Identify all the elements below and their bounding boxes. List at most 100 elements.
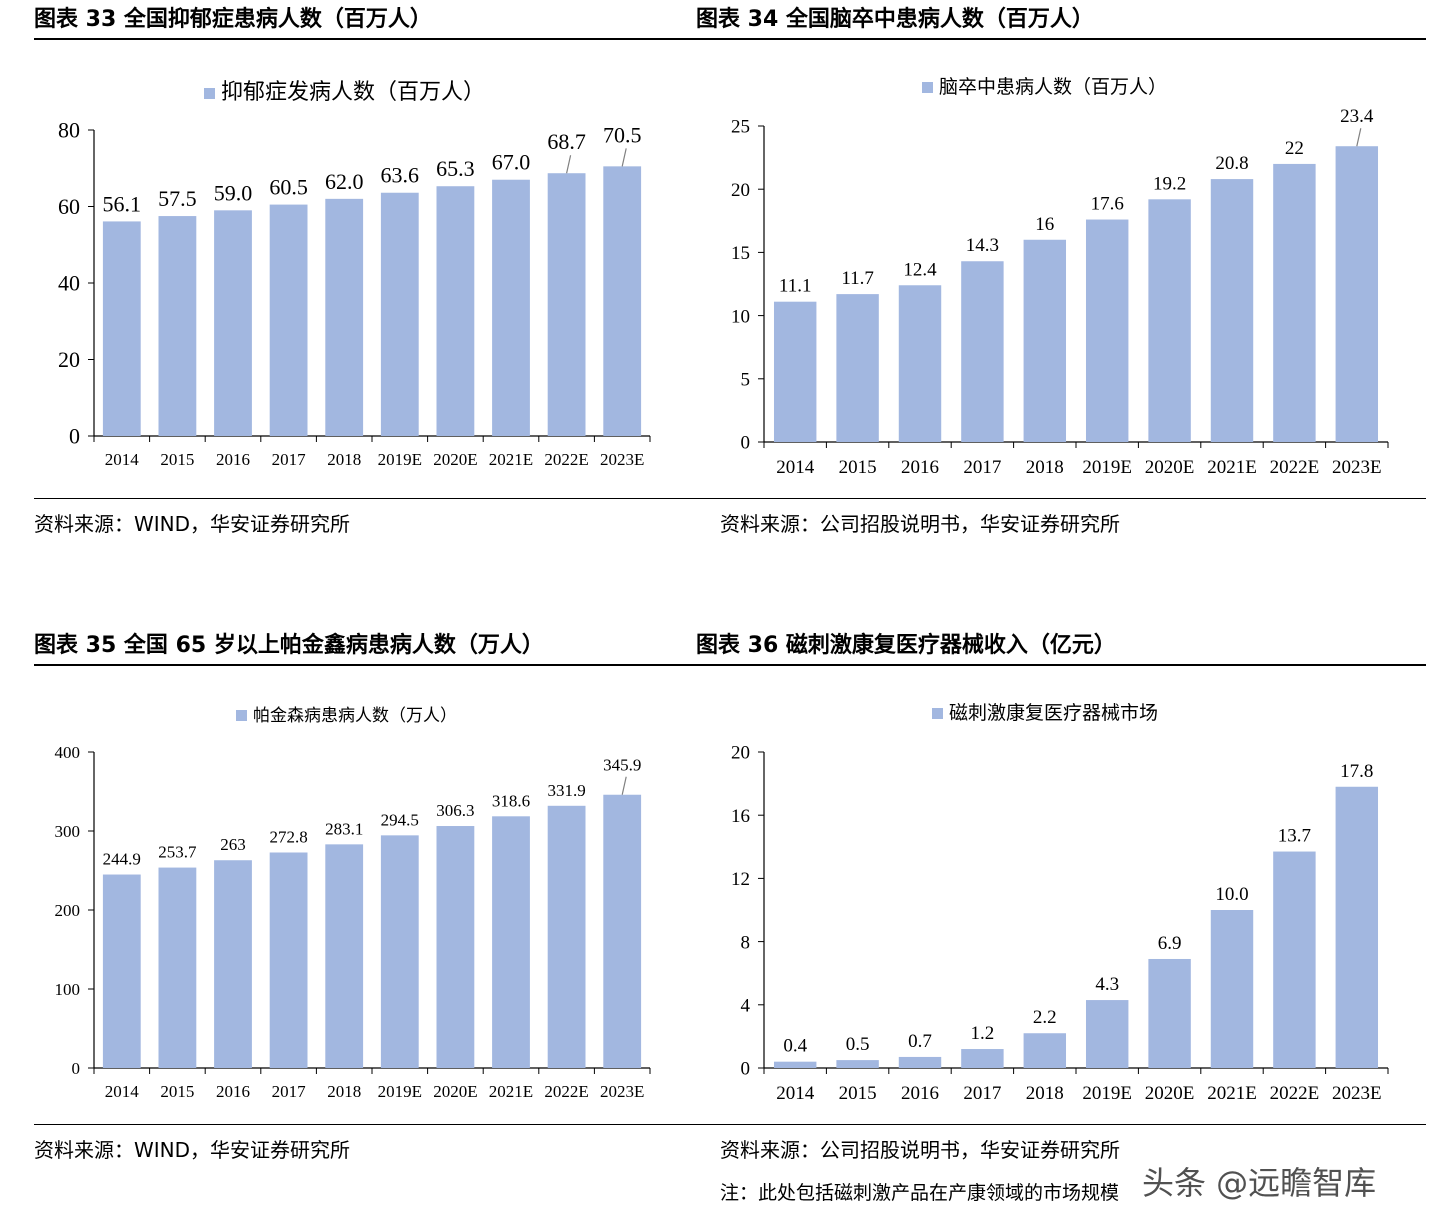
bar — [1023, 1033, 1067, 1068]
bar — [325, 198, 364, 436]
bar — [380, 192, 419, 436]
data-label: 23.4 — [1340, 106, 1374, 127]
data-label: 56.1 — [103, 191, 142, 216]
divider — [34, 498, 726, 499]
bar — [773, 1061, 817, 1068]
data-label: 272.8 — [269, 827, 307, 846]
x-tick-label: 2017 — [272, 1082, 307, 1101]
y-tick-label: 20 — [731, 743, 750, 764]
y-tick-label: 40 — [58, 271, 80, 296]
x-tick-label: 2016 — [216, 450, 250, 469]
source-note: 资料来源：WIND，华安证券研究所 — [34, 1138, 351, 1162]
bar — [836, 294, 879, 442]
bar — [102, 874, 141, 1068]
x-tick-label: 2021E — [489, 450, 533, 469]
y-tick-label: 0 — [72, 1059, 81, 1078]
bar — [158, 216, 197, 436]
x-tick-label: 2018 — [1026, 1083, 1064, 1104]
x-tick-label: 2014 — [776, 457, 815, 478]
data-label: 60.5 — [269, 175, 308, 200]
x-tick-label: 2014 — [105, 1082, 140, 1101]
bar — [158, 867, 197, 1068]
data-label: 17.6 — [1091, 194, 1124, 215]
y-tick-label: 20 — [58, 347, 80, 372]
x-tick-label: 2020E — [433, 450, 477, 469]
data-label: 11.1 — [779, 276, 812, 297]
x-tick-label: 2020E — [433, 1082, 477, 1101]
y-tick-label: 0 — [741, 1059, 751, 1080]
y-tick-label: 300 — [55, 822, 81, 841]
bar — [1273, 163, 1316, 443]
data-label: 14.3 — [966, 235, 999, 256]
x-tick-label: 2023E — [600, 1082, 644, 1101]
divider — [696, 498, 1426, 499]
data-label: 65.3 — [436, 156, 475, 181]
x-tick-label: 2014 — [776, 1083, 815, 1104]
y-tick-label: 20 — [731, 180, 750, 201]
x-tick-label: 2017 — [963, 457, 1001, 478]
bar-chart-svg: 磁刺激康复医疗器械市场 0 4 8 12 16 20 0.4 2014 0.5 2015 0.7 201… — [731, 702, 1389, 1104]
x-tick-label: 2023E — [1332, 457, 1382, 478]
chart-panel-depression: 图表 33 全国抑郁症患病人数（百万人） 抑郁症发病人数（百万人） 0 20 40 60… — [34, 0, 726, 536]
legend-label: 磁刺激康复医疗器械市场 — [949, 702, 1158, 724]
data-label: 67.0 — [492, 150, 531, 175]
chart-panel-magnetic-stimulation: 图表 36 磁刺激康复医疗器械收入（亿元） 磁刺激康复医疗器械市场 0 4 8 12 16… — [696, 626, 1426, 1162]
x-tick-label: 2015 — [160, 450, 194, 469]
y-tick-label: 15 — [731, 243, 750, 264]
data-label: 0.7 — [908, 1031, 932, 1052]
bar — [961, 1049, 1004, 1068]
bar — [547, 805, 586, 1068]
data-label: 345.9 — [603, 756, 641, 775]
y-tick-label: 10 — [731, 306, 750, 327]
divider — [696, 1124, 1426, 1125]
bar — [325, 844, 364, 1068]
source-note: 资料来源：公司招股说明书，华安证券研究所 — [720, 1138, 1120, 1162]
bar — [1335, 146, 1379, 442]
x-tick-label: 2022E — [544, 1082, 588, 1101]
data-label: 63.6 — [381, 163, 420, 188]
legend-swatch — [922, 82, 933, 93]
x-tick-label: 2021E — [1207, 1083, 1257, 1104]
x-tick-label: 2018 — [327, 1082, 361, 1101]
bar — [214, 210, 252, 436]
bar-chart-svg: 帕金森病患病人数（万人） 0 100 200 300 400 244.9 2014 253.7 2… — [55, 706, 651, 1101]
bar — [1148, 958, 1191, 1068]
x-tick-label: 2022E — [1270, 457, 1320, 478]
bar — [1023, 239, 1067, 442]
x-tick-label: 2015 — [160, 1082, 194, 1101]
data-label: 263 — [220, 835, 246, 854]
chart-title: 图表 36 磁刺激康复医疗器械收入（亿元） — [696, 626, 1426, 666]
data-label: 12.4 — [903, 259, 937, 280]
y-tick-label: 8 — [741, 932, 751, 953]
legend-label: 抑郁症发病人数（百万人） — [221, 80, 485, 105]
y-tick-label: 0 — [741, 433, 751, 454]
data-label: 16 — [1035, 214, 1054, 235]
data-label: 22 — [1285, 138, 1304, 159]
chart-panel-parkinson: 图表 35 全国 65 岁以上帕金鑫病患病人数（万人） 帕金森病患病人数（万人）… — [34, 626, 726, 1162]
data-label-leader — [1356, 128, 1362, 147]
y-tick-label: 200 — [55, 901, 81, 920]
watermark: 头条 @远瞻智库 — [1142, 1164, 1377, 1202]
data-label: 59.0 — [214, 180, 253, 205]
x-tick-label: 2016 — [901, 1083, 939, 1104]
bar — [961, 261, 1004, 442]
data-label: 62.0 — [325, 169, 364, 194]
bar — [1335, 786, 1379, 1068]
bar-chart-svg: 脑卒中患病人数（百万人） 0 5 10 15 20 25 11.1 2014 11.7 2015 12… — [731, 76, 1389, 478]
y-tick-label: 16 — [731, 806, 750, 827]
x-tick-label: 2016 — [901, 457, 939, 478]
x-tick-label: 2019E — [1082, 1083, 1132, 1104]
bar — [214, 860, 252, 1068]
x-tick-label: 2019E — [1082, 457, 1132, 478]
chart-panel-stroke: 图表 34 全国脑卒中患病人数（百万人） 脑卒中患病人数（百万人） 0 5 10 15 2… — [696, 0, 1426, 536]
data-label: 70.5 — [603, 122, 642, 147]
data-label: 253.7 — [158, 843, 197, 862]
data-label: 57.5 — [158, 186, 197, 211]
source-note: 资料来源：公司招股说明书，华安证券研究所 — [720, 512, 1120, 536]
bar — [773, 301, 817, 442]
legend-label: 帕金森病患病人数（万人） — [253, 706, 457, 726]
bar — [1085, 219, 1129, 442]
legend: 帕金森病患病人数（万人） — [236, 706, 457, 726]
footnote: 注：此处包括磁刺激产品在产康领域的市场规模 — [720, 1182, 1120, 1204]
data-label: 306.3 — [436, 801, 474, 820]
